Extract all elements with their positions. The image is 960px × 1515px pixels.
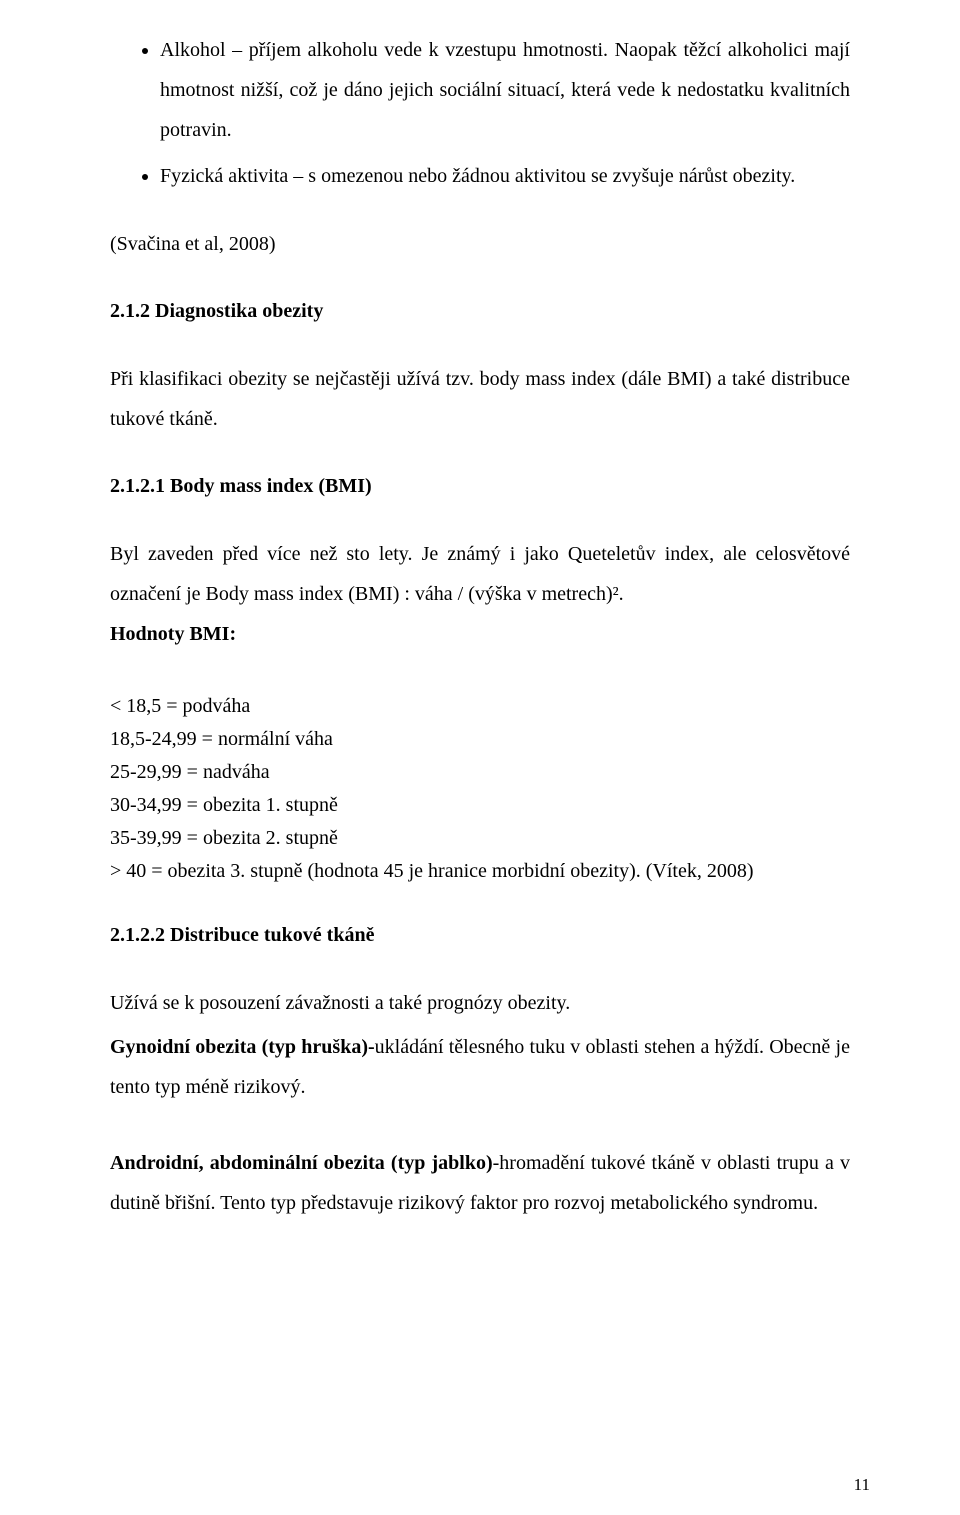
heading-2-1-2-2: 2.1.2.2 Distribuce tukové tkáně bbox=[110, 924, 850, 947]
paragraph-diagnostika: Při klasifikaci obezity se nejčastěji už… bbox=[110, 359, 850, 439]
heading-2-1-2: 2.1.2 Diagnostika obezity bbox=[110, 300, 850, 323]
bmi-value-podvaha: < 18,5 = podváha bbox=[110, 690, 850, 723]
bullet-item-alcohol: Alkohol – příjem alkoholu vede k vzestup… bbox=[160, 30, 850, 150]
paragraph-androidni: Androidní, abdominální obezita (typ jabl… bbox=[110, 1143, 850, 1223]
factors-bullet-list: Alkohol – příjem alkoholu vede k vzestup… bbox=[110, 30, 850, 196]
bullet-item-activity: Fyzická aktivita – s omezenou nebo žádno… bbox=[160, 156, 850, 196]
heading-2-1-2-1: 2.1.2.1 Body mass index (BMI) bbox=[110, 475, 850, 498]
paragraph-gynoidni: Gynoidní obezita (typ hruška)-ukládání t… bbox=[110, 1027, 850, 1107]
page-number: 11 bbox=[854, 1475, 870, 1495]
gynoidni-bold: Gynoidní obezita (typ hruška)- bbox=[110, 1036, 375, 1058]
document-page: Alkohol – příjem alkoholu vede k vzestup… bbox=[0, 0, 960, 1515]
bmi-value-obezita3: > 40 = obezita 3. stupně (hodnota 45 je … bbox=[110, 855, 850, 888]
bmi-value-normalni: 18,5-24,99 = normální váha bbox=[110, 723, 850, 756]
hodnoty-bmi-label: Hodnoty BMI: bbox=[110, 623, 236, 645]
bmi-value-obezita2: 35-39,99 = obezita 2. stupně bbox=[110, 822, 850, 855]
bmi-value-nadvaha: 25-29,99 = nadváha bbox=[110, 756, 850, 789]
paragraph-distribuce-intro: Užívá se k posouzení závažnosti a také p… bbox=[110, 983, 850, 1023]
paragraph-bmi-intro-text: Byl zaveden před více než sto lety. Je z… bbox=[110, 543, 850, 605]
androidni-bold: Androidní, abdominální obezita (typ jabl… bbox=[110, 1152, 493, 1174]
bmi-value-obezita1: 30-34,99 = obezita 1. stupně bbox=[110, 789, 850, 822]
bmi-values-list: < 18,5 = podváha 18,5-24,99 = normální v… bbox=[110, 690, 850, 888]
citation-svacina: (Svačina et al, 2008) bbox=[110, 224, 850, 264]
paragraph-bmi-intro-block: Byl zaveden před více než sto lety. Je z… bbox=[110, 534, 850, 654]
